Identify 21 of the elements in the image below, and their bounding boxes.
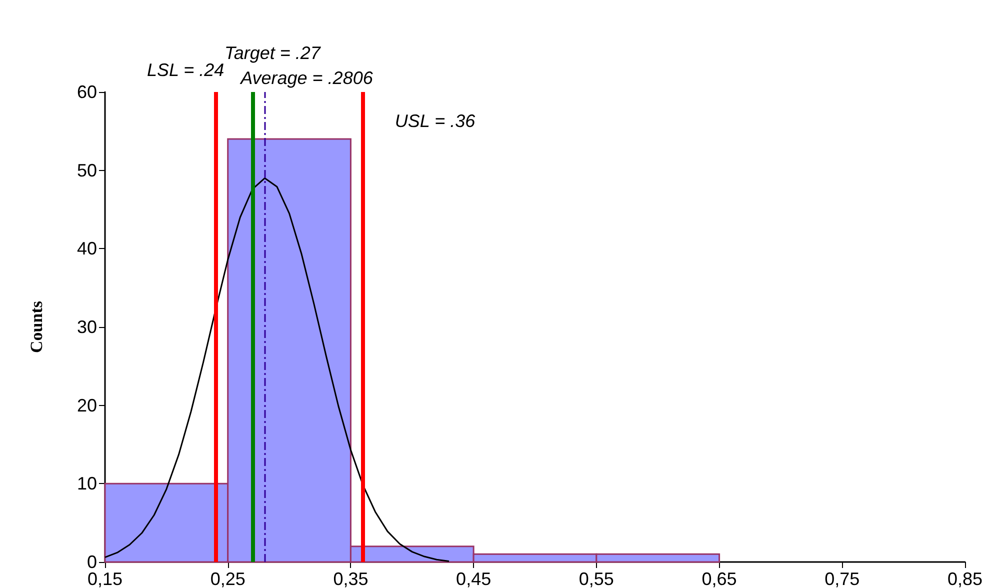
y-tick-label: 40 xyxy=(76,238,97,259)
x-tick-label: 0,85 xyxy=(947,569,983,588)
ref-line-label: USL = .36 xyxy=(394,111,476,131)
y-tick-label: 30 xyxy=(76,317,97,337)
y-tick-label: 60 xyxy=(76,82,97,102)
ref-line-label: LSL = .24 xyxy=(146,60,224,80)
y-tick-label: 10 xyxy=(76,474,97,494)
x-tick-label: 0,35 xyxy=(333,569,368,588)
line-series xyxy=(104,177,450,562)
x-tick-label: 0,25 xyxy=(210,569,246,588)
x-tick-label: 0,75 xyxy=(824,569,860,588)
x-tick-label: 0,15 xyxy=(87,569,123,588)
y-tick-label: 20 xyxy=(76,395,97,416)
ref-line-label: Target = .27 xyxy=(224,43,322,63)
y-tick-label: 0 xyxy=(86,552,97,572)
x-tick-label: 0,45 xyxy=(456,569,492,588)
x-tick-label: 0,65 xyxy=(702,569,737,588)
ref-line-label: Average = .2806 xyxy=(240,68,374,88)
y-axis-title: Counts xyxy=(27,300,46,353)
y-tick-label: 50 xyxy=(76,160,97,180)
x-tick-label: 0,55 xyxy=(578,569,614,588)
